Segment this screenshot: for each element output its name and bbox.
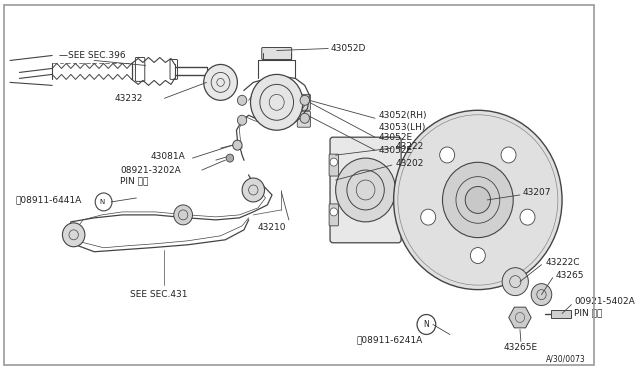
Circle shape bbox=[250, 74, 303, 130]
Text: ⓝ08911-6241A: ⓝ08911-6241A bbox=[356, 335, 422, 344]
Text: 43202: 43202 bbox=[396, 158, 424, 167]
Text: —SEE SEC.396: —SEE SEC.396 bbox=[59, 51, 125, 60]
Text: 43232: 43232 bbox=[115, 94, 143, 103]
Text: N: N bbox=[424, 320, 429, 329]
FancyBboxPatch shape bbox=[262, 48, 292, 60]
Text: 43052D: 43052D bbox=[331, 44, 366, 53]
Circle shape bbox=[330, 158, 337, 166]
Circle shape bbox=[204, 64, 237, 100]
Text: 43265: 43265 bbox=[556, 271, 584, 280]
Text: 43052E: 43052E bbox=[379, 145, 413, 155]
Text: SEE SEC.431: SEE SEC.431 bbox=[130, 290, 188, 299]
Circle shape bbox=[465, 186, 490, 214]
Text: A/30/0073: A/30/0073 bbox=[546, 355, 586, 364]
Circle shape bbox=[531, 283, 552, 305]
Text: 43052E: 43052E bbox=[379, 133, 413, 142]
Circle shape bbox=[335, 158, 396, 222]
Circle shape bbox=[233, 140, 242, 150]
Circle shape bbox=[442, 162, 513, 238]
Circle shape bbox=[502, 268, 529, 296]
Text: 43210: 43210 bbox=[258, 223, 287, 232]
FancyBboxPatch shape bbox=[551, 310, 572, 318]
Circle shape bbox=[237, 95, 247, 105]
Text: 08921-3202A: 08921-3202A bbox=[120, 166, 181, 174]
Circle shape bbox=[174, 205, 193, 225]
Text: PIN ビン: PIN ビン bbox=[120, 177, 149, 186]
Circle shape bbox=[394, 110, 562, 290]
Circle shape bbox=[226, 154, 234, 162]
Text: 43222: 43222 bbox=[396, 142, 424, 151]
Text: 43222C: 43222C bbox=[545, 258, 580, 267]
Text: 00921-5402A: 00921-5402A bbox=[574, 297, 635, 306]
Text: N: N bbox=[99, 199, 104, 205]
FancyBboxPatch shape bbox=[211, 70, 215, 94]
Circle shape bbox=[440, 147, 454, 163]
Text: 43207: 43207 bbox=[523, 189, 551, 198]
Text: 43265E: 43265E bbox=[504, 343, 538, 352]
Circle shape bbox=[242, 178, 264, 202]
FancyBboxPatch shape bbox=[330, 137, 401, 243]
Circle shape bbox=[237, 115, 247, 125]
Text: 43052(RH): 43052(RH) bbox=[379, 111, 427, 120]
Text: 43053(LH): 43053(LH) bbox=[379, 123, 426, 132]
Circle shape bbox=[300, 95, 310, 105]
Circle shape bbox=[520, 209, 535, 225]
Circle shape bbox=[300, 113, 310, 123]
Circle shape bbox=[330, 208, 337, 216]
FancyBboxPatch shape bbox=[298, 94, 310, 110]
Text: 43081A: 43081A bbox=[150, 152, 185, 161]
Text: ⓝ08911-6441A: ⓝ08911-6441A bbox=[15, 195, 82, 205]
FancyBboxPatch shape bbox=[298, 111, 310, 127]
Circle shape bbox=[63, 223, 85, 247]
Circle shape bbox=[420, 209, 436, 225]
Circle shape bbox=[470, 248, 485, 263]
Circle shape bbox=[501, 147, 516, 163]
FancyBboxPatch shape bbox=[329, 204, 339, 226]
FancyBboxPatch shape bbox=[329, 154, 339, 176]
Text: PIN ビン: PIN ビン bbox=[574, 308, 603, 317]
